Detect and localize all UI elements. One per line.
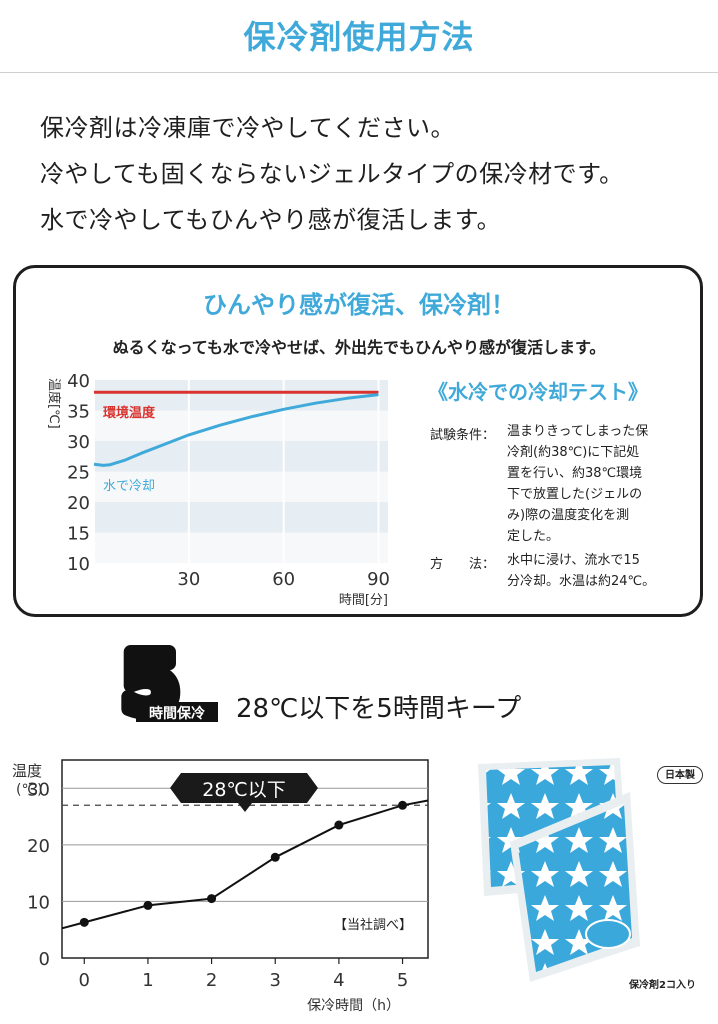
y-axis-title: 温度 — [12, 762, 42, 780]
reference-label-bg — [170, 773, 318, 803]
method-label: 方 法： — [430, 557, 496, 572]
series-label-ambient: 環境温度 — [103, 405, 156, 421]
test-title: 《水冷での冷却テスト》 — [428, 380, 648, 404]
y-tick-label: 35 — [67, 402, 90, 423]
y-tick-label: 40 — [67, 371, 90, 392]
plot-band — [94, 441, 388, 472]
five-hour-badge: 5 5 時間保冷 — [115, 644, 218, 726]
pack-caption: 保冷剤2コ入り — [629, 980, 696, 991]
cold-pack-front — [510, 792, 640, 982]
title-divider — [0, 72, 718, 73]
intro-line-3: 水で冷やしてもひんやり感が復活します。 — [40, 206, 502, 234]
intro-line-1: 保冷剤は冷凍庫で冷やしてください。 — [40, 114, 456, 142]
data-point — [207, 894, 217, 904]
x-axis-title: 時間[分] — [339, 593, 388, 608]
conditions-line: 冷剤(約38℃)に下記処 — [507, 445, 640, 460]
made-in-japan-badge: 日本製 — [657, 766, 703, 784]
y-tick-label: 10 — [67, 554, 90, 575]
method-line: 分冷却。水温は約24℃。 — [507, 574, 656, 589]
data-point — [143, 900, 153, 910]
panel-heading: ひんやり感が復活、保冷剤！ — [203, 291, 515, 319]
intro-line-2: 冷やしても固くならないジェルタイプの保冷材です。 — [40, 160, 624, 188]
reference-label-pointer — [238, 803, 252, 812]
x-tick-label: 60 — [272, 569, 295, 590]
series-line-temperature — [61, 799, 429, 930]
conditions-line: 下で放置した(ジェルの — [507, 487, 643, 502]
pack-label-icon — [585, 919, 631, 949]
conditions-line: 定した。 — [507, 529, 560, 544]
conditions-line: み)際の温度変化を測 — [507, 508, 630, 523]
plot-band — [94, 410, 388, 441]
plot-band — [94, 471, 388, 502]
method-text: 水中に浸け、流水で15 分冷却。水温は約24℃。 — [507, 550, 655, 592]
x-tick-label: 4 — [333, 970, 344, 991]
data-point — [398, 800, 408, 810]
conditions-line: 置を行い、約38℃環境 — [507, 466, 643, 481]
plot-band — [94, 502, 388, 533]
badge-label-bg — [136, 702, 218, 722]
reference-label: 28℃以下 — [202, 779, 286, 801]
y-tick-label: 25 — [67, 463, 90, 484]
x-tick-label: 2 — [206, 970, 217, 991]
series-line-water — [93, 393, 379, 467]
data-point — [334, 820, 344, 830]
x-tick-label: 90 — [367, 569, 390, 590]
y-tick-label: 20 — [67, 493, 90, 514]
badge-label: 時間保冷 — [149, 705, 205, 722]
product-image — [478, 758, 640, 982]
x-tick-label: 30 — [177, 569, 200, 590]
data-point — [270, 852, 280, 862]
x-tick-label: 5 — [397, 970, 408, 991]
x-tick-label: 0 — [79, 970, 90, 991]
x-axis-title: 保冷時間（h） — [307, 998, 400, 1014]
y-tick-label: 20 — [27, 836, 50, 857]
y-tick-label: 10 — [27, 892, 50, 913]
y-tick-label: 30 — [67, 432, 90, 453]
y-tick-label: 30 — [27, 779, 50, 800]
reference-label-banner: 28℃以下 — [170, 773, 318, 812]
y-tick-label: 0 — [39, 949, 50, 970]
page-title: 保冷剤使用方法 — [243, 18, 475, 56]
x-tick-label: 3 — [270, 970, 281, 991]
panel-subheading: ぬるくなっても水で冷やせば、外出先でもひんやり感が復活します。 — [112, 338, 606, 357]
plot-band — [94, 380, 388, 411]
data-point — [79, 917, 89, 927]
y-axis-title: 温度[℃] — [46, 378, 62, 429]
conditions-text: 温まりきってしまった保 冷剤(約38℃)に下記処 置を行い、約38℃環境 下で放… — [507, 421, 648, 547]
source-note: 【当社調べ】 — [334, 917, 412, 933]
y-axis-unit: (℃) — [16, 782, 43, 798]
conditions-line: 温まりきってしまった保 — [507, 424, 649, 439]
method-line: 水中に浸け、流水で15 — [507, 553, 640, 568]
series-label-water: 水で冷却 — [103, 479, 155, 494]
keep-text: 28℃以下を5時間キープ — [236, 694, 522, 724]
plot-band — [94, 532, 388, 563]
x-tick-label: 1 — [142, 970, 153, 991]
conditions-label: 試験条件： — [430, 428, 496, 443]
y-tick-label: 15 — [67, 524, 90, 545]
